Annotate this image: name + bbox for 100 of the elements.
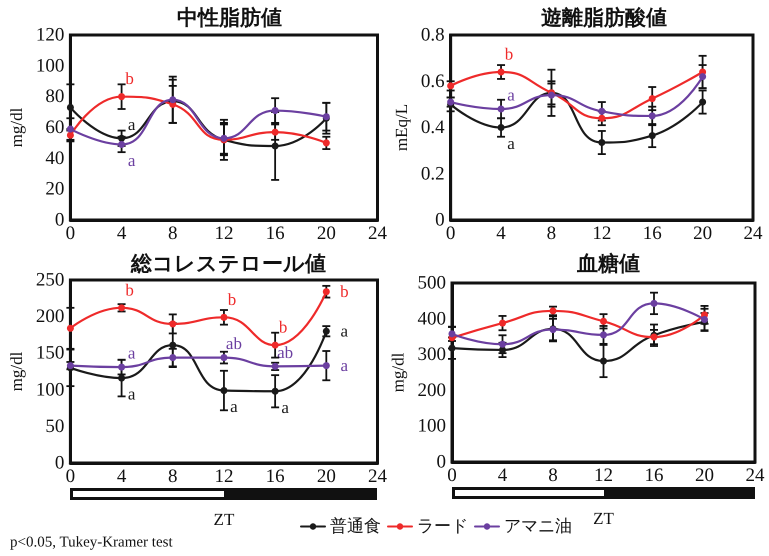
annotation: ab	[226, 334, 242, 354]
x-tick-label: 4	[116, 466, 127, 487]
annotation: ab	[277, 342, 294, 362]
x-tick-label: 16	[642, 223, 662, 244]
y-tick-label: 0	[54, 210, 64, 230]
chart-title: 総コレステロール値	[130, 252, 326, 276]
point	[220, 387, 228, 394]
point	[701, 316, 708, 324]
point	[498, 68, 505, 76]
point	[220, 354, 228, 362]
point	[66, 104, 74, 111]
x-tick-label: 16	[266, 466, 285, 487]
x-tick-label: 16	[644, 465, 664, 486]
x-tick-label: 8	[546, 223, 556, 244]
point	[66, 132, 74, 139]
x-tick-label: 12	[594, 465, 613, 486]
annotation: a	[507, 134, 516, 153]
point	[169, 354, 176, 362]
annotation: b	[504, 44, 514, 64]
point	[598, 139, 606, 146]
y-tick-label: 0	[436, 452, 446, 472]
y-axis-title: mEq/L	[392, 104, 411, 152]
point	[118, 374, 126, 382]
y-tick-label: 0.4	[420, 117, 446, 138]
y-tick-label: 0.2	[420, 163, 445, 184]
point	[548, 92, 555, 99]
point	[272, 388, 279, 395]
y-tick-label: 500	[418, 272, 446, 294]
annotation: b	[228, 290, 236, 309]
annotation: a	[128, 344, 136, 363]
point	[598, 114, 606, 122]
annotation: a	[340, 322, 349, 341]
x-tick-label: 4	[116, 223, 127, 244]
point	[220, 314, 228, 321]
x-tick-label: 24	[744, 223, 763, 244]
point	[448, 344, 456, 352]
y-tick-label: 40	[45, 148, 64, 169]
point	[498, 106, 505, 112]
y-tick-label: 0	[435, 210, 445, 230]
point	[699, 98, 706, 106]
annotation: a	[230, 397, 238, 416]
x-tick-label: 12	[592, 223, 612, 244]
point	[598, 108, 606, 115]
y-tick-label: 250	[36, 270, 64, 290]
y-tick-label: 120	[36, 24, 64, 46]
x-axis-title: ZT	[593, 509, 614, 528]
annotation: a	[281, 398, 290, 417]
point	[447, 82, 454, 90]
point	[272, 342, 279, 349]
point	[272, 142, 279, 150]
x-tick-label: 8	[168, 223, 178, 244]
x-tick-label: 20	[695, 465, 714, 486]
point	[118, 140, 126, 148]
annotation: a	[507, 86, 516, 104]
point	[648, 132, 656, 140]
legend-label: ラード	[417, 516, 468, 536]
point	[600, 331, 607, 338]
y-tick-label: 300	[418, 344, 446, 366]
annotation: a	[340, 356, 349, 376]
point	[600, 358, 607, 365]
x-tick-label: 8	[548, 465, 558, 486]
y-axis-title: mg/dl	[388, 352, 408, 392]
x-tick-label: 4	[498, 465, 508, 486]
point	[66, 126, 74, 133]
y-tick-label: 100	[418, 416, 446, 437]
x-tick-label: 24	[368, 466, 388, 487]
point	[322, 139, 330, 146]
y-tick-label: 60	[45, 117, 64, 138]
x-tick-label: 12	[214, 223, 234, 244]
x-tick-label: 24	[746, 465, 765, 486]
y-tick-label: 0.6	[420, 70, 445, 92]
y-tick-label: 200	[418, 380, 446, 401]
y-axis-title: mg/dl	[7, 107, 26, 148]
x-tick-label: 12	[214, 466, 234, 487]
point	[66, 324, 74, 332]
y-tick-label: 80	[45, 86, 64, 108]
chart-title: 中性脂肪値	[177, 6, 282, 30]
legend-label: アマニ油	[504, 516, 572, 536]
y-tick-label: 50	[45, 416, 64, 437]
x-tick-label: 24	[368, 223, 388, 244]
x-tick-label: 4	[496, 223, 506, 244]
point	[118, 134, 126, 142]
annotation: b	[125, 280, 134, 300]
x-tick-label: 16	[266, 223, 285, 244]
point	[118, 364, 126, 371]
point	[272, 107, 279, 114]
y-tick-label: 100	[36, 379, 64, 400]
chart-title: 血糖値	[576, 252, 640, 276]
y-tick-label: 100	[36, 55, 64, 76]
point	[499, 346, 506, 354]
point	[322, 362, 330, 370]
point	[118, 93, 126, 100]
point	[650, 300, 658, 307]
point	[648, 95, 656, 102]
point	[169, 320, 176, 328]
chart-title: 遊離脂肪酸値	[541, 6, 667, 30]
annotation: b	[340, 282, 349, 302]
x-tick-label: 8	[168, 466, 178, 487]
text: p<0.05, Tukey-Kramer test	[10, 534, 174, 550]
point	[322, 288, 330, 296]
